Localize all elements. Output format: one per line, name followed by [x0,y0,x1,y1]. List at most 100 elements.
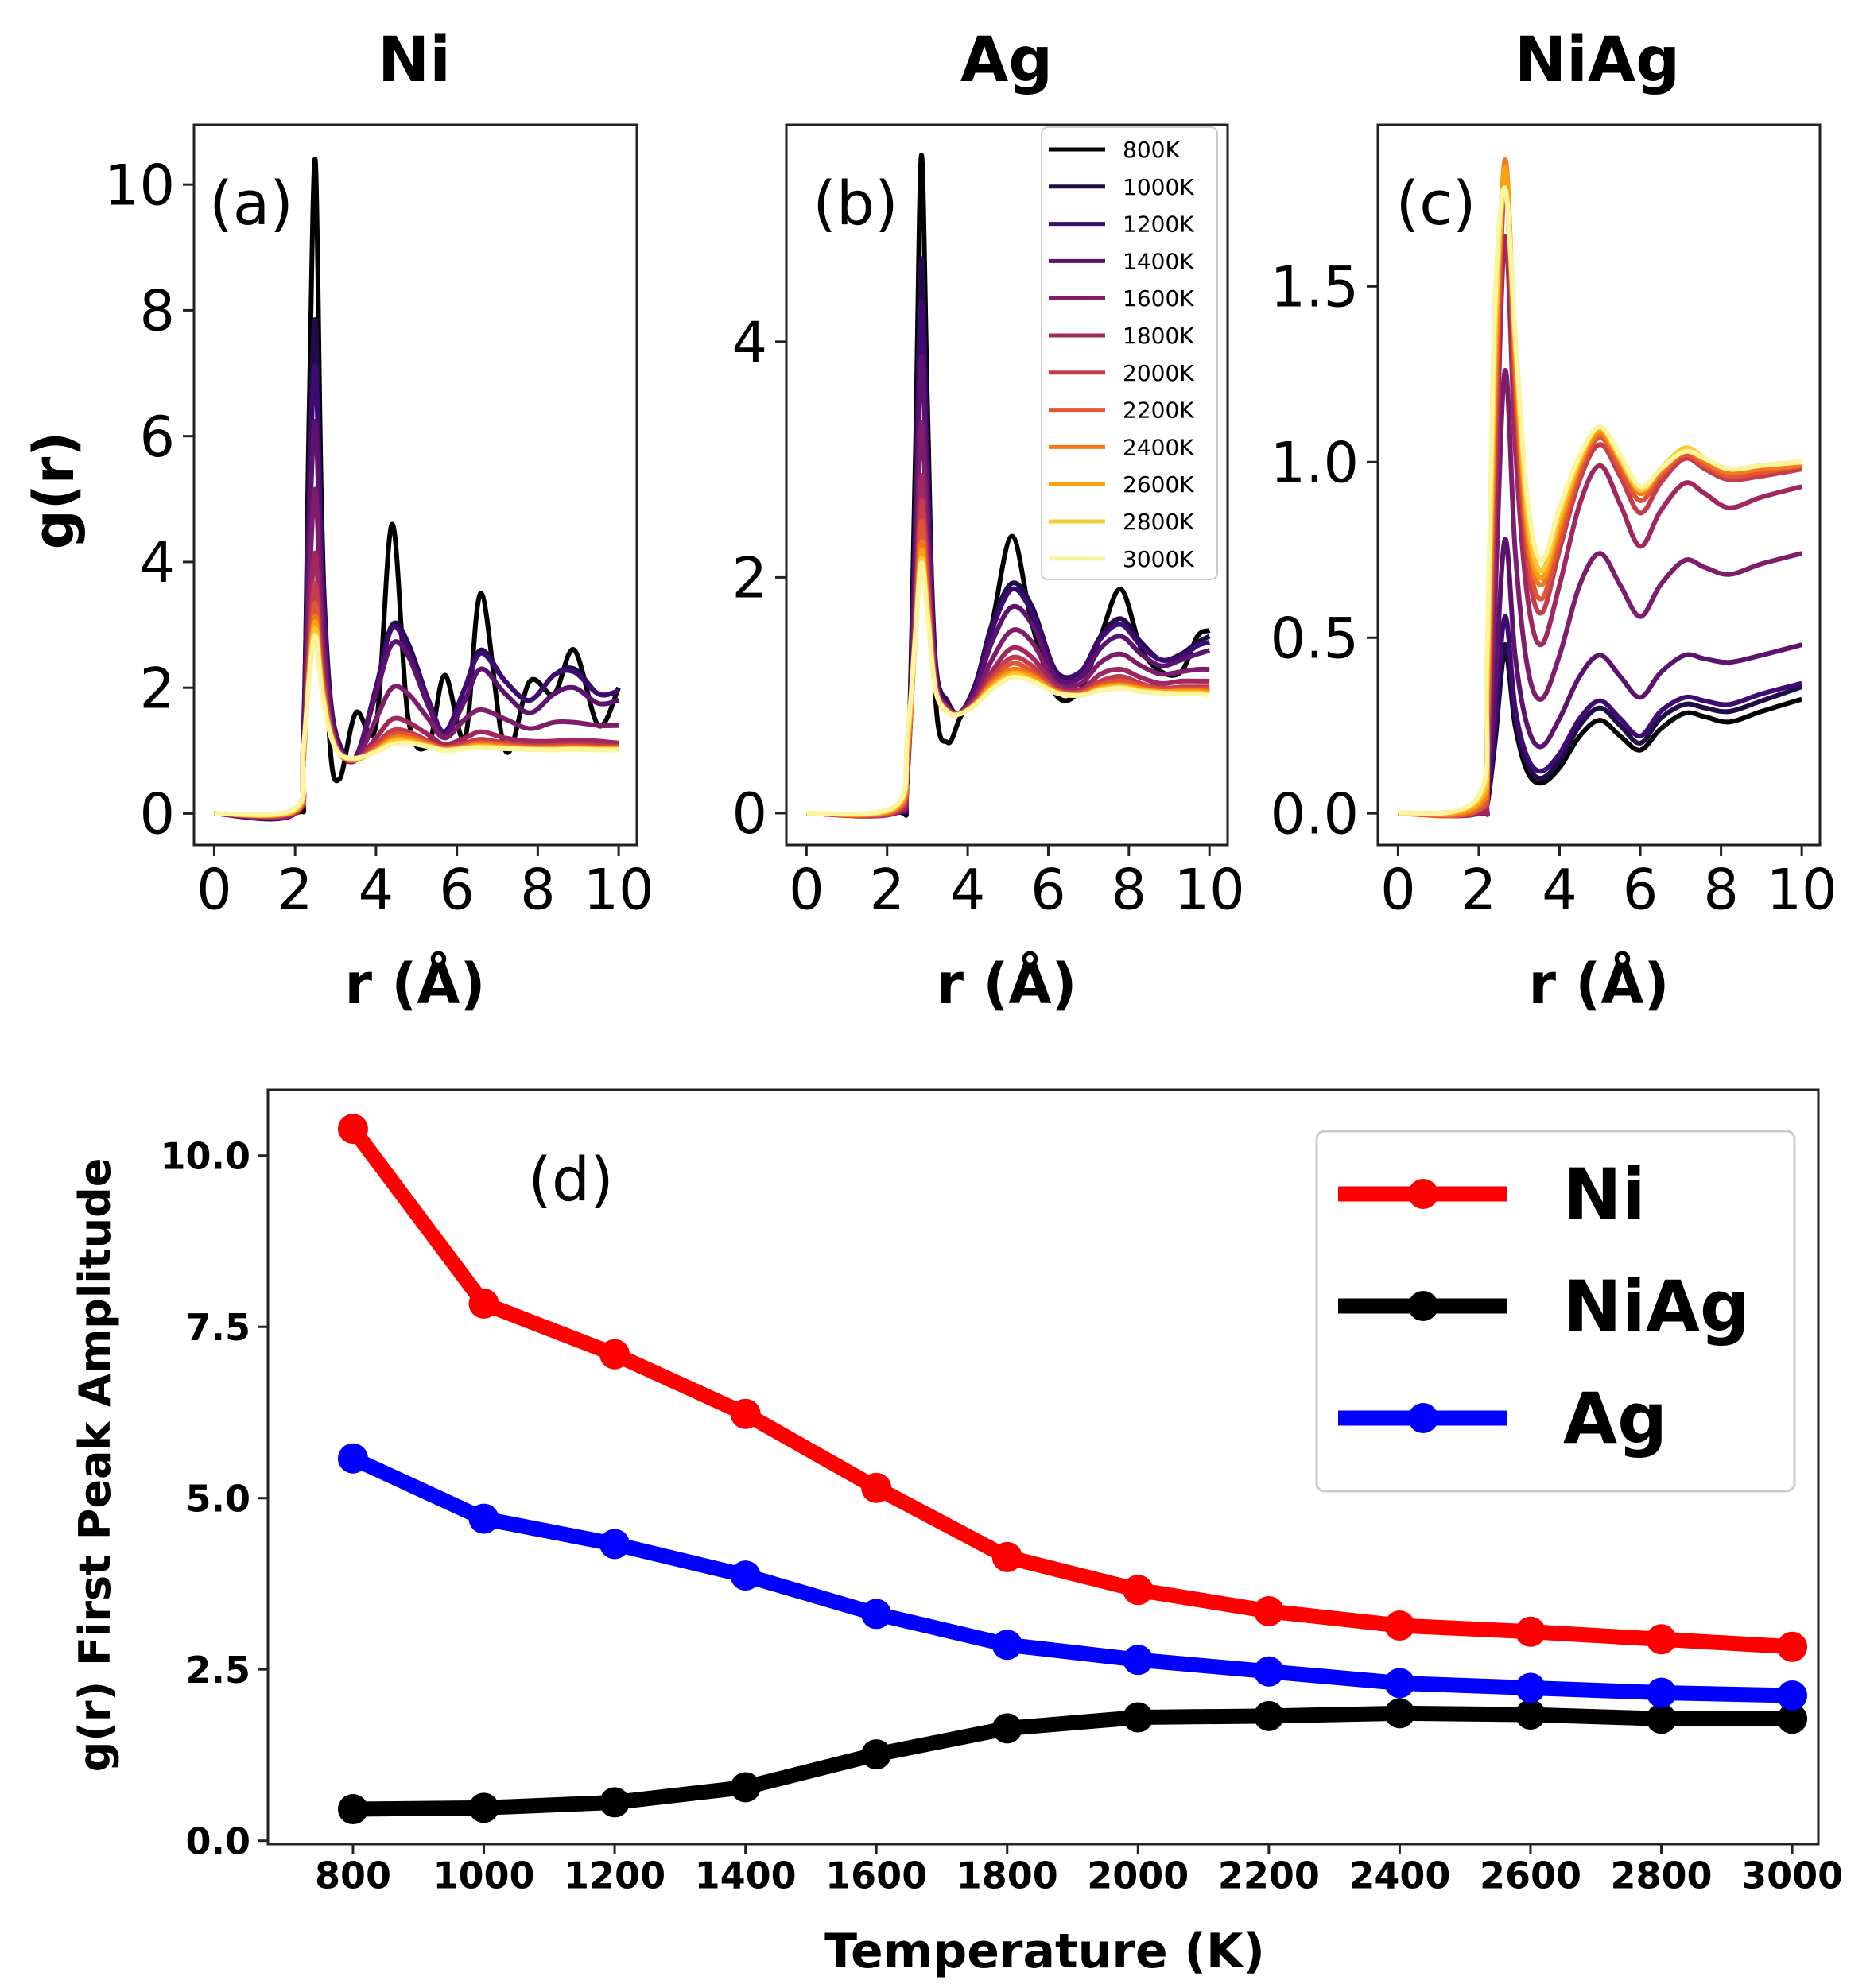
x-tick-label: 1400 [695,1854,797,1897]
data-point-Ni-1000 [468,1288,499,1319]
x-tick-label: 6 [1030,858,1066,923]
series-3000K [214,633,619,817]
x-tick-label: 2200 [1218,1854,1320,1897]
data-point-Ni-2200 [1253,1595,1284,1626]
series-2600K [214,619,619,818]
legend-item-2800K: 2800K [1049,509,1194,535]
legend-label: 1800K [1123,323,1194,349]
legend: 800K 1000K 1200K 1400K 1600K 1800K 2000K 2200K 2… [1041,126,1218,580]
axes-frame [1376,123,1822,847]
series-line [1398,614,1802,817]
x-tick-label: 10 [1174,858,1245,923]
y-axis-label: g(r) [21,432,87,550]
panel-b: Ag (b) r (Å) 0 2 4 6 8 10024800K1000K1200K140… [731,25,1244,1017]
legend-marker [1408,1291,1438,1321]
data-point-NiAg-1600 [861,1739,892,1770]
data-point-Ag-800 [337,1443,368,1474]
data-point-Ni-1400 [730,1398,761,1429]
data-point-Ag-2000 [1123,1645,1154,1676]
data-point-NiAg-1800 [991,1713,1022,1744]
plot-area [214,156,621,822]
legend-marker [1408,1403,1438,1433]
legend: Ni NiAg Ag [1315,1130,1796,1493]
data-point-Ag-1800 [991,1630,1022,1661]
x-tick-label: 2 [1461,858,1497,923]
legend-item-2200K: 2200K [1049,397,1194,424]
legend-item-Ag: Ag [1338,1378,1667,1459]
series-800K [214,156,621,820]
series-line [214,486,619,820]
data-point-NiAg-1200 [599,1787,630,1818]
panel-label: (c) [1395,168,1476,238]
data-point-NiAg-800 [337,1794,368,1825]
series-line [1397,185,1802,816]
series-1600K [214,486,619,820]
y-tick-label: 0.0 [1271,781,1359,847]
series-line [349,1451,1793,1703]
x-axis-label: r (Å) [344,951,485,1017]
y-tick-label: 10 [104,153,175,218]
series-3000K [1397,185,1802,816]
legend-label: 1400K [1123,248,1194,274]
x-tick-label: 1600 [825,1854,927,1897]
legend-label: 1600K [1123,285,1194,312]
legend-label: 1200K [1123,211,1194,238]
y-tick-label: 6 [139,405,175,470]
y-tick-label: 4 [139,530,175,595]
x-axis-label: r (Å) [936,951,1077,1017]
panel-d: (d) Temperature (K) g(r) First Peak Ampl… [70,1088,1843,1979]
axes-frame [266,1088,1820,1846]
x-tick-label: 2400 [1348,1854,1450,1897]
legend-item-2600K: 2600K [1049,471,1194,498]
series-1400K [214,418,619,821]
legend-label: Ni [1563,1153,1646,1235]
x-tick-label: 10 [584,858,654,923]
axes-frame [192,123,638,847]
plot-area [337,1114,1808,1825]
axes-frame [785,123,1229,847]
x-tick-label: 8 [1703,858,1739,923]
x-axis-label: Temperature (K) [824,1924,1265,1979]
series-3000K [806,560,1210,816]
legend-label: Ag [1563,1378,1667,1459]
series-1200K [1398,614,1802,817]
legend-item-NiAg: NiAg [1338,1265,1750,1347]
legend-item-1400K: 1400K [1049,248,1194,274]
series-1800K [1398,234,1802,819]
data-point-Ag-2800 [1646,1677,1677,1708]
panel-c: NiAg (c) r (Å) 0 2 4 6 8 10 0.0 0.5 1.0 1.5 [1271,25,1837,1017]
series-line [214,619,619,818]
data-point-NiAg-2800 [1646,1703,1677,1734]
legend-item-2000K: 2000K [1049,360,1194,386]
data-point-Ni-1200 [599,1339,630,1370]
x-tick-label: 0 [196,858,232,923]
legend-box [1041,126,1218,580]
y-tick-label: 0.5 [1271,606,1359,671]
x-tick-label: 2000 [1087,1854,1189,1897]
y-tick-label: 1.0 [1271,430,1359,495]
y-tick-label: 0 [731,781,767,847]
data-point-NiAg-2600 [1515,1699,1546,1730]
series-1000K [1398,642,1803,817]
series-2400K [214,613,619,819]
x-tick-label: 0 [1380,858,1416,923]
data-point-Ni-2600 [1515,1616,1546,1647]
data-point-Ni-1800 [991,1541,1022,1572]
x-tick-label: 0 [789,858,824,923]
x-tick-label: 8 [520,858,556,923]
x-tick-label: 800 [315,1854,391,1897]
y-tick-label: 8 [139,279,175,344]
data-point-NiAg-3000 [1777,1703,1808,1734]
x-tick-label: 1800 [956,1854,1058,1897]
data-point-Ni-2000 [1123,1575,1154,1606]
x-tick-label: 2 [869,858,905,923]
y-tick-label: 7.5 [186,1306,251,1349]
legend-item-1600K: 1600K [1049,285,1194,312]
data-point-NiAg-1000 [468,1792,499,1823]
plot-area [1397,157,1803,819]
data-point-Ag-1400 [730,1560,761,1591]
legend-label: 2200K [1123,397,1194,424]
series-line [1398,649,1803,816]
data-point-Ni-3000 [1777,1631,1808,1662]
